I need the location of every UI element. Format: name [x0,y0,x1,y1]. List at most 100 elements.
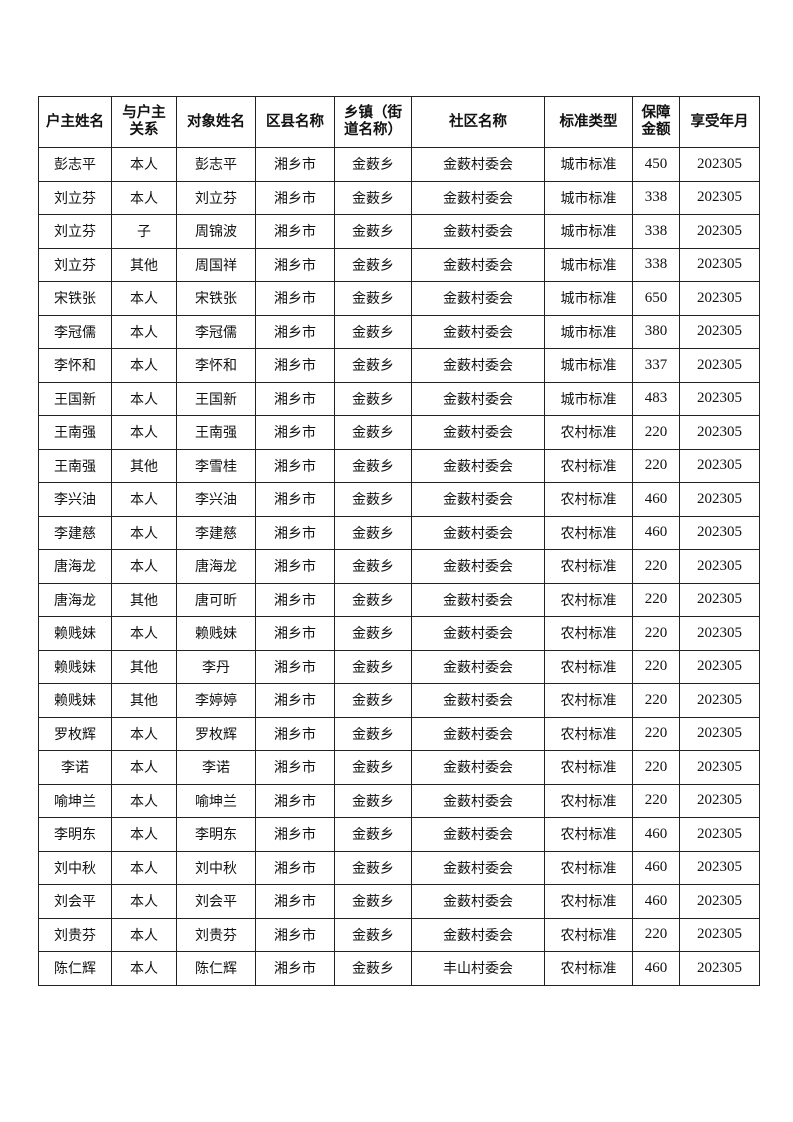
cell-recipient: 喻坤兰 [176,783,256,818]
cell-recipient: 李冠儒 [176,314,256,349]
table-row: 刘立芬 本人 刘立芬 湘乡市 金薮乡 金薮村委会 城市标准 338 202305 [38,180,760,215]
cell-township: 金薮乡 [334,348,412,383]
cell-relation: 本人 [111,783,177,818]
cell-standard-type: 农村标准 [544,515,633,550]
cell-amount: 220 [632,917,680,952]
cell-month: 202305 [679,582,760,617]
header-month: 享受年月 [679,96,760,148]
cell-township: 金薮乡 [334,180,412,215]
cell-recipient: 李明东 [176,817,256,852]
table-row: 王南强 其他 李雪桂 湘乡市 金薮乡 金薮村委会 农村标准 220 202305 [38,448,760,483]
cell-month: 202305 [679,281,760,316]
table-row: 陈仁辉 本人 陈仁辉 湘乡市 金薮乡 丰山村委会 农村标准 460 202305 [38,951,760,986]
cell-recipient: 刘贵芬 [176,917,256,952]
cell-community: 金薮村委会 [411,180,545,215]
header-amount: 保障金额 [632,96,680,148]
cell-recipient: 刘中秋 [176,850,256,885]
cell-township: 金薮乡 [334,850,412,885]
table-row: 罗枚辉 本人 罗枚辉 湘乡市 金薮乡 金薮村委会 农村标准 220 202305 [38,716,760,751]
cell-household-head: 陈仁辉 [38,951,112,986]
header-county: 区县名称 [255,96,335,148]
cell-township: 金薮乡 [334,247,412,282]
cell-household-head: 刘立芬 [38,214,112,249]
cell-household-head: 宋铁张 [38,281,112,316]
cell-township: 金薮乡 [334,482,412,517]
cell-relation: 本人 [111,951,177,986]
table-row: 宋铁张 本人 宋铁张 湘乡市 金薮乡 金薮村委会 城市标准 650 202305 [38,281,760,316]
cell-community: 丰山村委会 [411,951,545,986]
cell-standard-type: 城市标准 [544,281,633,316]
cell-relation: 本人 [111,917,177,952]
cell-relation: 本人 [111,850,177,885]
cell-township: 金薮乡 [334,750,412,785]
cell-county: 湘乡市 [255,683,335,718]
cell-amount: 220 [632,448,680,483]
cell-household-head: 唐海龙 [38,549,112,584]
table-row: 王南强 本人 王南强 湘乡市 金薮乡 金薮村委会 农村标准 220 202305 [38,415,760,450]
cell-county: 湘乡市 [255,582,335,617]
cell-relation: 本人 [111,884,177,919]
cell-relation: 本人 [111,147,177,182]
cell-community: 金薮村委会 [411,381,545,416]
cell-township: 金薮乡 [334,147,412,182]
cell-household-head: 喻坤兰 [38,783,112,818]
table-row: 李兴油 本人 李兴油 湘乡市 金薮乡 金薮村委会 农村标准 460 202305 [38,482,760,517]
cell-community: 金薮村委会 [411,817,545,852]
table-row: 刘中秋 本人 刘中秋 湘乡市 金薮乡 金薮村委会 农村标准 460 202305 [38,850,760,885]
cell-community: 金薮村委会 [411,247,545,282]
cell-standard-type: 农村标准 [544,951,633,986]
cell-relation: 本人 [111,515,177,550]
cell-county: 湘乡市 [255,917,335,952]
cell-household-head: 罗枚辉 [38,716,112,751]
cell-county: 湘乡市 [255,314,335,349]
cell-amount: 650 [632,281,680,316]
cell-recipient: 王国新 [176,381,256,416]
cell-community: 金薮村委会 [411,750,545,785]
cell-county: 湘乡市 [255,482,335,517]
cell-county: 湘乡市 [255,951,335,986]
cell-recipient: 周国祥 [176,247,256,282]
cell-amount: 220 [632,683,680,718]
cell-township: 金薮乡 [334,616,412,651]
cell-household-head: 刘中秋 [38,850,112,885]
cell-amount: 338 [632,247,680,282]
cell-standard-type: 农村标准 [544,716,633,751]
cell-township: 金薮乡 [334,549,412,584]
cell-standard-type: 农村标准 [544,649,633,684]
cell-recipient: 刘立芬 [176,180,256,215]
cell-recipient: 刘会平 [176,884,256,919]
cell-community: 金薮村委会 [411,415,545,450]
cell-month: 202305 [679,247,760,282]
cell-county: 湘乡市 [255,649,335,684]
cell-month: 202305 [679,448,760,483]
cell-household-head: 刘贵芬 [38,917,112,952]
cell-community: 金薮村委会 [411,884,545,919]
cell-community: 金薮村委会 [411,147,545,182]
cell-month: 202305 [679,314,760,349]
cell-relation: 本人 [111,549,177,584]
header-household-head: 户主姓名 [38,96,112,148]
cell-standard-type: 农村标准 [544,482,633,517]
cell-standard-type: 农村标准 [544,817,633,852]
cell-recipient: 王南强 [176,415,256,450]
cell-community: 金薮村委会 [411,649,545,684]
cell-month: 202305 [679,783,760,818]
cell-county: 湘乡市 [255,817,335,852]
cell-standard-type: 城市标准 [544,214,633,249]
cell-community: 金薮村委会 [411,850,545,885]
cell-standard-type: 农村标准 [544,884,633,919]
cell-amount: 483 [632,381,680,416]
cell-household-head: 李冠儒 [38,314,112,349]
cell-county: 湘乡市 [255,281,335,316]
cell-community: 金薮村委会 [411,783,545,818]
cell-township: 金薮乡 [334,314,412,349]
cell-township: 金薮乡 [334,448,412,483]
cell-relation: 本人 [111,482,177,517]
table-row: 赖贱妹 其他 李婷婷 湘乡市 金薮乡 金薮村委会 农村标准 220 202305 [38,683,760,718]
cell-household-head: 刘会平 [38,884,112,919]
cell-recipient: 周锦波 [176,214,256,249]
cell-relation: 本人 [111,314,177,349]
cell-month: 202305 [679,214,760,249]
cell-amount: 460 [632,482,680,517]
cell-month: 202305 [679,147,760,182]
